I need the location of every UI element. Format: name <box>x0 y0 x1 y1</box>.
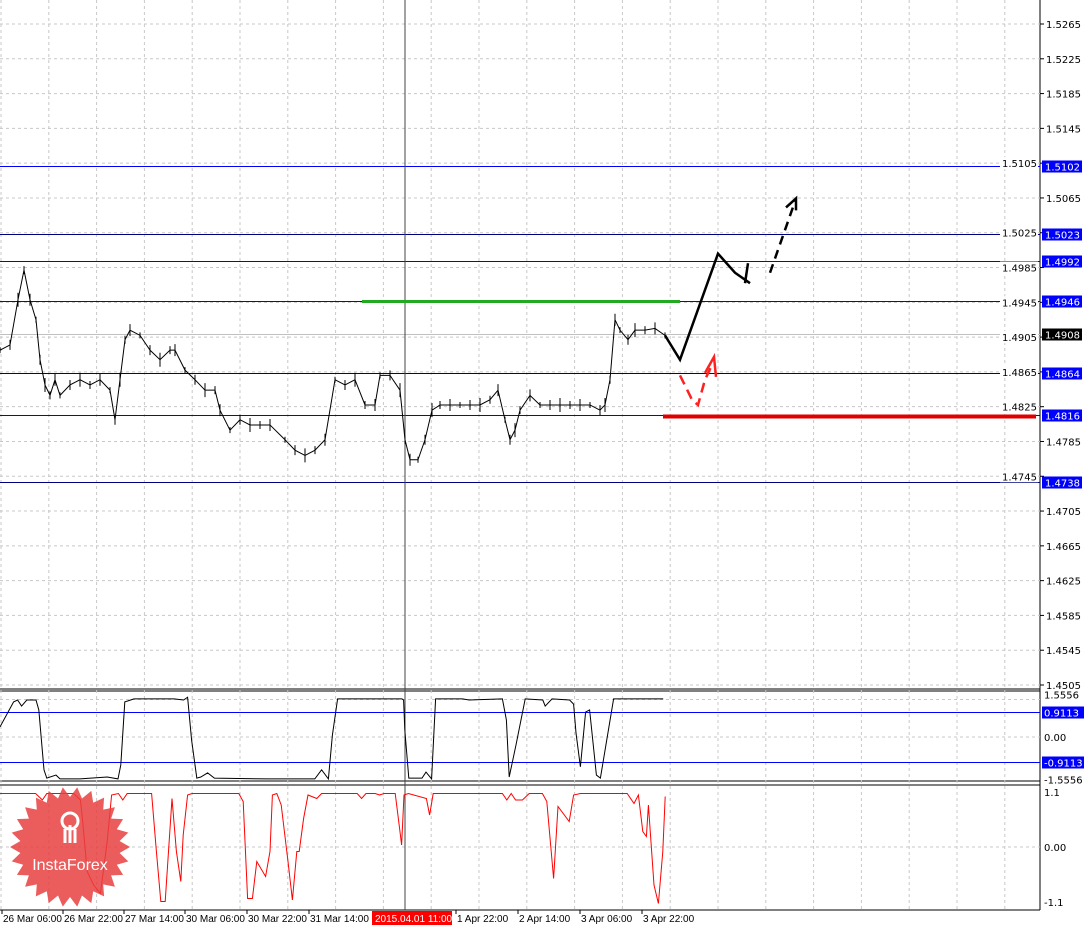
time-tick-label: 26 Mar 06:00 <box>3 914 62 925</box>
time-tick-label: 1 Apr 22:00 <box>457 914 509 925</box>
price-level-label: 1.4992 <box>1045 258 1080 269</box>
price-tick-label: 1.4625 <box>1046 577 1081 588</box>
price-tick-label: 1.5105 <box>1002 159 1037 170</box>
time-tick-label: 3 Apr 06:00 <box>581 914 633 925</box>
indicator-tick-label: -1.1 <box>1044 898 1064 909</box>
price-level-label: 1.5023 <box>1045 231 1080 242</box>
bull-forecast-hook <box>743 262 750 284</box>
price-tick-label: 1.4705 <box>1046 507 1081 518</box>
indicator-1-line <box>0 696 664 781</box>
price-level-badge <box>1042 476 1082 489</box>
price-level-label: 1.4816 <box>1045 412 1080 423</box>
arrowhead-up-icon <box>785 195 798 211</box>
price-tick-label-backing <box>1000 157 1038 170</box>
price-level-label: 1.4946 <box>1045 298 1080 309</box>
crosshair-time-label: 2015.04.01 11:00 <box>375 914 453 925</box>
price-tick-label: 1.4585 <box>1046 611 1081 622</box>
price-tick-label: 1.4865 <box>1002 368 1037 379</box>
price-level-label: 1.5102 <box>1045 163 1080 174</box>
price-level-label: 1.4864 <box>1045 370 1080 381</box>
indicator-tick-label: 0.00 <box>1044 733 1066 744</box>
crosshair-time-badge <box>372 911 452 925</box>
price-level-label: 1.4908 <box>1045 331 1080 342</box>
price-tick-label: 1.5185 <box>1046 90 1081 101</box>
indicator-tick-label: -1.5556 <box>1044 776 1083 787</box>
price-level-badge <box>1042 295 1082 308</box>
time-tick-label: 26 Mar 22:00 <box>64 914 123 925</box>
time-tick-label: 31 Mar 14:00 <box>310 914 369 925</box>
indicator-tick-label: 1.1 <box>1044 788 1060 799</box>
indicator-2-line <box>0 792 666 904</box>
price-tick-label-backing <box>1000 226 1038 239</box>
price-level-badge <box>1042 228 1082 241</box>
indicator-level-label: -0.9113 <box>1044 759 1083 770</box>
price-tick-label-backing <box>1000 400 1038 413</box>
logo-text: InstaForex <box>32 857 108 874</box>
price-tick-label: 1.4945 <box>1002 298 1037 309</box>
arrowhead-up-icon <box>703 352 718 378</box>
price-tick-label: 1.4505 <box>1046 681 1081 692</box>
time-tick-label: 2 Apr 14:00 <box>519 914 571 925</box>
price-tick-label: 1.5065 <box>1046 194 1081 205</box>
indicator-level-badge <box>1042 756 1084 769</box>
price-tick-label: 1.4745 <box>1002 472 1037 483</box>
price-tick-label: 1.4545 <box>1046 646 1081 657</box>
price-level-badge <box>1042 409 1082 422</box>
bear-forecast-dashed <box>678 364 714 408</box>
price-level-label: 1.4738 <box>1045 479 1080 490</box>
price-tick-label-backing <box>1000 261 1038 274</box>
price-tick-label: 1.4985 <box>1002 264 1037 275</box>
instaforex-logo: InstaForex <box>10 785 130 910</box>
price-tick-label-backing <box>1000 470 1038 483</box>
price-tick-label-backing <box>1000 365 1038 378</box>
price-level-badge <box>1042 367 1082 380</box>
price-series-line <box>0 270 666 461</box>
indicator-tick-label: 0.00 <box>1044 843 1066 854</box>
indicator-level-label: 0.9113 <box>1044 709 1079 720</box>
price-tick-label: 1.4905 <box>1002 333 1037 344</box>
bull-forecast-path <box>663 251 751 363</box>
time-tick-label: 27 Mar 14:00 <box>125 914 184 925</box>
time-tick-label: 30 Mar 06:00 <box>186 914 245 925</box>
price-tick-label: 1.5145 <box>1046 124 1081 135</box>
price-tick-label: 1.5025 <box>1002 229 1037 240</box>
price-level-badge <box>1042 255 1082 268</box>
price-tick-label: 1.4785 <box>1046 437 1081 448</box>
price-tick-label: 1.5225 <box>1046 55 1081 66</box>
price-tick-label-backing <box>1000 331 1038 344</box>
price-tick-label: 1.4665 <box>1046 542 1081 553</box>
price-level-badge <box>1042 160 1082 173</box>
price-tick-label: 1.4825 <box>1002 403 1037 414</box>
price-panel <box>0 0 1040 689</box>
price-level-badge <box>1042 328 1082 341</box>
bull-forecast-dashed <box>768 201 797 274</box>
time-tick-label: 30 Mar 22:00 <box>248 914 307 925</box>
indicator-level-badge <box>1042 706 1084 719</box>
price-tick-label: 1.5265 <box>1046 20 1081 31</box>
logo-starburst-icon <box>10 787 130 907</box>
indicator-tick-label: 1.5556 <box>1044 690 1079 701</box>
price-tick-label-backing <box>1000 296 1038 309</box>
time-tick-label: 3 Apr 22:00 <box>643 914 695 925</box>
